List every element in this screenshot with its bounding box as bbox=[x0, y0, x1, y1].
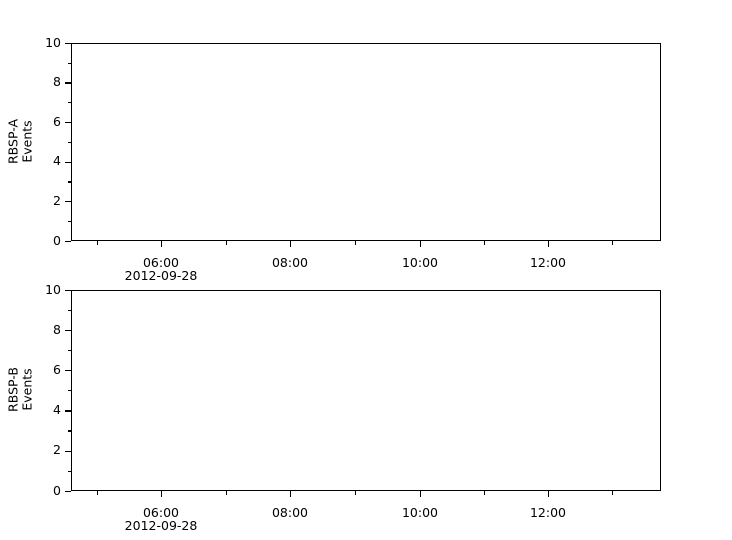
ytick-minor-1 bbox=[67, 220, 71, 223]
ytick-minor-b-7 bbox=[67, 350, 71, 352]
xtick-minor-b-0500 bbox=[97, 491, 99, 495]
ytick-label-2: 2 bbox=[53, 192, 61, 208]
xtick-minor-0500 bbox=[97, 241, 99, 245]
ylabel-line1: RBSP-B bbox=[5, 367, 21, 412]
ytick-label-6: 6 bbox=[53, 113, 61, 129]
xtick-minor-b-1100 bbox=[484, 491, 486, 495]
xtick-minor-b-1300 bbox=[612, 491, 614, 495]
xtick-minor-1100 bbox=[484, 241, 486, 245]
ytick-major-4 bbox=[65, 161, 71, 163]
ytick-label-b-0: 0 bbox=[53, 482, 61, 498]
ytick-major-10 bbox=[65, 42, 71, 44]
xtick-minor-b-0900 bbox=[355, 491, 357, 495]
xtick-label-time: 06:00 bbox=[142, 505, 180, 520]
plot-area-rbsp-a bbox=[71, 43, 661, 241]
ytick-label-b-10: 10 bbox=[45, 281, 61, 297]
ytick-minor-7 bbox=[67, 102, 71, 104]
ytick-major-b-8 bbox=[65, 329, 71, 332]
ytick-label-0: 0 bbox=[53, 232, 61, 248]
ytick-major-8 bbox=[65, 82, 71, 84]
xtick-minor-0900 bbox=[355, 241, 357, 245]
xtick-label-b-0600: 06:00 2012-09-28 bbox=[121, 506, 201, 532]
ytick-label-b-6: 6 bbox=[53, 361, 61, 377]
xtick-major-b-0600 bbox=[161, 491, 163, 497]
xtick-major-0600 bbox=[161, 241, 163, 247]
ytick-minor-9 bbox=[67, 62, 71, 64]
ytick-major-b-10 bbox=[65, 289, 71, 291]
xtick-major-1000 bbox=[420, 241, 422, 247]
xtick-major-0800 bbox=[290, 241, 292, 247]
xtick-label-date: 2012-09-28 bbox=[124, 268, 198, 283]
ytick-major-b-0 bbox=[65, 490, 71, 492]
xtick-label-date: 2012-09-28 bbox=[124, 518, 198, 533]
xtick-label-b-1200: 12:00 bbox=[529, 505, 567, 520]
xtick-label-b-0800: 08:00 bbox=[271, 505, 309, 520]
ytick-major-0 bbox=[65, 240, 71, 242]
xtick-label-1000: 10:00 bbox=[401, 255, 439, 270]
ytick-label-8: 8 bbox=[53, 74, 61, 90]
ytick-major-b-4 bbox=[65, 410, 71, 412]
xtick-major-1200 bbox=[548, 241, 550, 247]
ytick-minor-b-1 bbox=[67, 470, 71, 472]
xtick-label-b-1000: 10:00 bbox=[401, 505, 439, 520]
ytick-label-b-4: 4 bbox=[53, 402, 61, 418]
xtick-minor-b-0700 bbox=[226, 491, 228, 495]
ytick-label-4: 4 bbox=[53, 153, 61, 169]
ytick-minor-b-3 bbox=[67, 430, 71, 432]
xtick-minor-1300 bbox=[612, 241, 614, 245]
ytick-major-6 bbox=[65, 121, 71, 124]
ytick-minor-b-5 bbox=[67, 390, 71, 392]
xtick-minor-0700 bbox=[226, 241, 228, 245]
ytick-label-10: 10 bbox=[45, 34, 61, 50]
xtick-major-b-1000 bbox=[420, 491, 422, 497]
ylabel-line2: Events bbox=[19, 368, 34, 411]
xtick-major-b-1200 bbox=[548, 491, 550, 497]
xtick-major-b-0800 bbox=[290, 491, 292, 497]
xtick-label-time: 06:00 bbox=[142, 255, 180, 270]
xtick-label-0600: 06:00 2012-09-28 bbox=[121, 256, 201, 282]
xtick-label-0800: 08:00 bbox=[271, 255, 309, 270]
ytick-minor-3 bbox=[67, 181, 71, 183]
plot-area-rbsp-b bbox=[71, 290, 661, 491]
ytick-major-b-2 bbox=[65, 450, 71, 452]
ytick-label-b-8: 8 bbox=[53, 321, 61, 337]
panel-rbsp-a: 10 8 6 4 2 0 06:00 2012-09-28 08:00 10:0… bbox=[6, 34, 661, 282]
ylabel-rbsp-b: RBSP-B Events bbox=[5, 350, 35, 430]
ytick-major-2 bbox=[65, 201, 71, 203]
xtick-label-1200: 12:00 bbox=[529, 255, 567, 270]
ytick-minor-b-9 bbox=[67, 309, 71, 312]
ytick-major-b-6 bbox=[65, 370, 71, 372]
ytick-label-b-2: 2 bbox=[53, 442, 61, 458]
ytick-minor-5 bbox=[67, 141, 71, 143]
